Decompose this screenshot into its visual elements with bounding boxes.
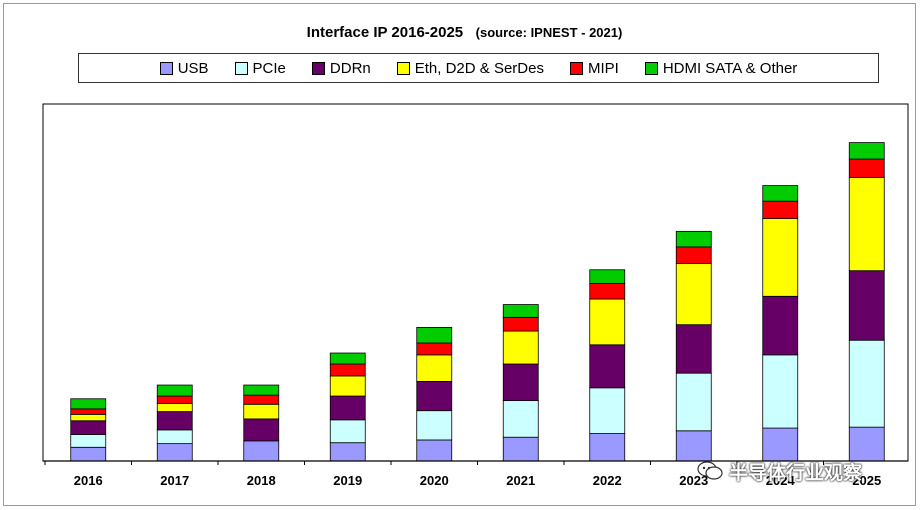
bar-2016-usb <box>70 446 107 462</box>
legend-label: MIPI <box>587 59 619 77</box>
bar-2020-usb <box>416 439 453 462</box>
bar-2020-pcie <box>416 410 453 441</box>
bar-2017-ddrn <box>156 411 193 431</box>
legend-item-usb: USB <box>159 59 209 77</box>
bar-2019-pcie <box>329 419 366 444</box>
legend-label: DDRn <box>329 59 371 77</box>
bar-2020-hdmi-sata-other <box>416 327 453 344</box>
legend-label: HDMI SATA & Other <box>662 59 798 77</box>
bar-2016-hdmi-sata-other <box>70 398 107 410</box>
bar-2018-ddrn <box>243 418 280 442</box>
bar-2017-hdmi-sata-other <box>156 384 193 397</box>
bar-2023-hdmi-sata-other <box>675 230 712 248</box>
bar-2024-mipi <box>762 200 799 219</box>
legend-item-ddrn: DDRn <box>311 59 371 77</box>
bar-2024-eth-d2d-serdes <box>762 218 799 297</box>
bar-2016-mipi <box>70 408 107 415</box>
legend-label: Eth, D2D & SerDes <box>414 59 544 77</box>
bar-2020-eth-d2d-serdes <box>416 354 453 382</box>
x-tick-label: 2020 <box>420 473 449 488</box>
legend-label: PCIe <box>252 59 286 77</box>
x-tick-label: 2025 <box>852 473 881 488</box>
legend-swatch <box>159 61 173 75</box>
bar-2025-ddrn <box>848 270 885 341</box>
legend-item-eth-d2d-serdes: Eth, D2D & SerDes <box>396 59 544 77</box>
bar-2016-ddrn <box>70 420 107 435</box>
bar-2024-ddrn <box>762 295 799 356</box>
x-tick-label: 2017 <box>160 473 189 488</box>
bar-2022-mipi <box>589 283 626 300</box>
legend-swatch <box>234 61 248 75</box>
bar-2020-ddrn <box>416 380 453 412</box>
bar-2021-ddrn <box>502 363 539 402</box>
bar-2021-hdmi-sata-other <box>502 304 539 318</box>
chart-title-text: Interface IP 2016-2025 <box>306 24 464 41</box>
bar-2025-eth-d2d-serdes <box>848 176 885 272</box>
bar-2021-eth-d2d-serdes <box>502 330 539 365</box>
legend-swatch <box>396 61 410 75</box>
bar-2017-usb <box>156 443 193 462</box>
bar-2022-pcie <box>589 387 626 434</box>
bar-2016-eth-d2d-serdes <box>70 413 107 422</box>
x-tick-label: 2023 <box>679 473 708 488</box>
wechat-icon <box>697 461 723 480</box>
chart-title: Interface IP 2016-2025 (source: IPNEST -… <box>4 24 921 41</box>
bar-2019-mipi <box>329 363 366 377</box>
bar-2022-eth-d2d-serdes <box>589 298 626 346</box>
legend-item-pcie: PCIe <box>234 59 286 77</box>
bar-2023-pcie <box>675 372 712 432</box>
bar-2023-mipi <box>675 246 712 264</box>
x-tick-label: 2021 <box>506 473 535 488</box>
bar-2021-mipi <box>502 316 539 332</box>
watermark: 半导体行业观察 <box>697 456 897 486</box>
bar-2017-mipi <box>156 395 193 404</box>
bar-2017-eth-d2d-serdes <box>156 402 193 412</box>
bar-2025-hdmi-sata-other <box>848 142 885 160</box>
legend-item-hdmi-sata-other: HDMI SATA & Other <box>644 59 798 77</box>
legend-item-mipi: MIPI <box>569 59 619 77</box>
bar-2018-hdmi-sata-other <box>243 384 280 396</box>
legend-swatch <box>311 61 325 75</box>
bar-2023-eth-d2d-serdes <box>675 262 712 326</box>
chart-source-text: (source: IPNEST - 2021) <box>475 25 623 40</box>
bar-2016-pcie <box>70 434 107 448</box>
x-tick-label: 2016 <box>74 473 103 488</box>
bar-2024-pcie <box>762 354 799 429</box>
x-tick-label: 2024 <box>766 473 796 488</box>
bar-2021-usb <box>502 436 539 462</box>
bar-2019-usb <box>329 442 366 462</box>
bar-2019-ddrn <box>329 395 366 421</box>
bar-2019-hdmi-sata-other <box>329 352 366 365</box>
bar-2023-ddrn <box>675 324 712 374</box>
bar-2022-usb <box>589 433 626 462</box>
chart-legend: USB PCIe DDRn Eth, D2D & SerDes MIPI HDMI SAT… <box>78 53 879 83</box>
bar-2018-mipi <box>243 394 280 405</box>
bar-2024-hdmi-sata-other <box>762 185 799 202</box>
bar-2022-hdmi-sata-other <box>589 269 626 284</box>
bar-2023-usb <box>675 430 712 462</box>
bar-2018-eth-d2d-serdes <box>243 403 280 420</box>
bar-2018-usb <box>243 440 280 462</box>
x-tick-label: 2018 <box>247 473 276 488</box>
bar-2025-pcie <box>848 339 885 428</box>
bar-2020-mipi <box>416 342 453 356</box>
bar-2022-ddrn <box>589 344 626 389</box>
legend-swatch <box>569 61 583 75</box>
legend-swatch <box>644 61 658 75</box>
x-tick-label: 2022 <box>593 473 622 488</box>
bar-2017-pcie <box>156 429 193 445</box>
legend-label: USB <box>177 59 209 77</box>
watermark-text: 半导体行业观察 <box>729 462 863 484</box>
bar-2021-pcie <box>502 400 539 438</box>
bar-2019-eth-d2d-serdes <box>329 375 366 397</box>
x-tick-label: 2019 <box>333 473 362 488</box>
bar-2025-mipi <box>848 158 885 178</box>
